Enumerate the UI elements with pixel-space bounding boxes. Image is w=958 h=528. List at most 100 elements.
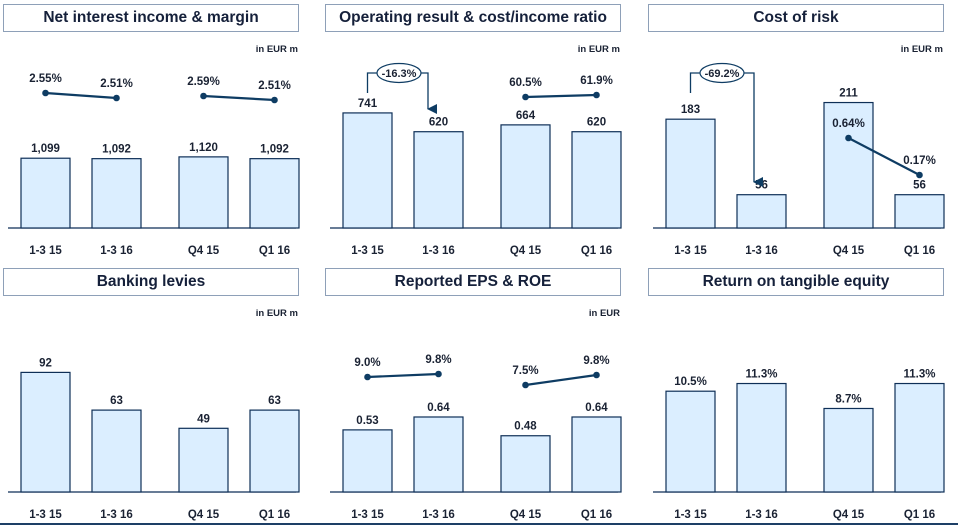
change-callout-label: -69.2% xyxy=(705,68,740,80)
category-label: Q4 15 xyxy=(510,509,542,521)
series-point-label: 2.51% xyxy=(258,80,291,92)
chart-title: Cost of risk xyxy=(648,4,944,32)
category-label: 1-3 15 xyxy=(351,509,384,521)
data-label: 1,099 xyxy=(31,143,60,155)
data-label: 0.48 xyxy=(514,421,537,433)
bar xyxy=(413,416,464,493)
data-label: 92 xyxy=(39,357,52,369)
chart-title: Operating result & cost/income ratio xyxy=(325,4,621,32)
data-label: 11.3% xyxy=(746,369,778,381)
series-point-label: 2.59% xyxy=(187,76,220,88)
category-label: 1-3 16 xyxy=(745,245,778,257)
series-line xyxy=(203,94,275,102)
series-point xyxy=(200,92,207,100)
chart-return-on-tangible-equity: 10.5% 1-3 15 11.3% 1-3 16 8.7% Q4 15 11.3% Q1 1… xyxy=(645,264,949,523)
chart-title: Banking levies xyxy=(3,268,299,296)
bar xyxy=(342,429,393,493)
unit-label: in EUR m xyxy=(900,44,943,55)
bar xyxy=(894,382,945,493)
series-point-label: 0.64% xyxy=(832,118,865,130)
series-point xyxy=(42,89,49,97)
data-label: 664 xyxy=(516,110,536,122)
category-label: Q4 15 xyxy=(833,509,865,521)
bar xyxy=(736,194,787,229)
chart-svg: 1,099 1-3 15 1,092 1-3 16 1,120 Q4 15 1,092 Q1 … xyxy=(8,73,300,257)
series-point-label: 2.51% xyxy=(100,78,133,90)
data-label: 0.64 xyxy=(427,402,450,414)
category-label: 1-3 15 xyxy=(351,245,384,257)
bar xyxy=(342,112,393,229)
bar xyxy=(823,407,874,493)
series-point xyxy=(271,96,278,104)
series-point xyxy=(593,371,600,379)
unit-label: in EUR xyxy=(588,308,620,319)
series-line xyxy=(847,137,921,176)
series-point xyxy=(435,370,442,378)
bar xyxy=(823,101,874,229)
change-arrow xyxy=(744,72,763,187)
series-line xyxy=(367,372,439,379)
bar xyxy=(571,416,622,493)
series-point xyxy=(593,91,600,99)
series-point-label: 9.8% xyxy=(583,355,609,367)
chart-svg: 10.5% 1-3 15 11.3% 1-3 16 8.7% Q4 15 11.3% Q1 1… xyxy=(653,369,945,521)
category-label: 1-3 16 xyxy=(422,509,455,521)
data-label: 11.3% xyxy=(904,369,936,381)
category-label: 1-3 15 xyxy=(29,245,62,257)
chart-svg: 92 1-3 15 63 1-3 16 49 Q4 15 63 Q1 16 xyxy=(8,357,300,521)
category-label: Q4 15 xyxy=(833,245,865,257)
category-label: 1-3 16 xyxy=(422,245,455,257)
data-label: 63 xyxy=(268,395,281,407)
chart-title: Return on tangible equity xyxy=(648,268,944,296)
category-label: Q1 16 xyxy=(259,509,290,521)
category-label: Q1 16 xyxy=(904,245,935,257)
data-label: 741 xyxy=(358,98,378,110)
series-line xyxy=(45,91,117,100)
chart-title: Net interest income & margin xyxy=(3,4,299,32)
category-label: Q1 16 xyxy=(581,245,612,257)
data-label: 183 xyxy=(681,104,700,116)
series-line xyxy=(525,373,597,387)
bar xyxy=(894,194,945,229)
series-point xyxy=(522,93,529,101)
series-point-label: 0.17% xyxy=(903,155,936,167)
category-label: 1-3 15 xyxy=(674,245,707,257)
category-label: Q1 16 xyxy=(259,245,290,257)
bar xyxy=(249,158,300,229)
change-arrow xyxy=(421,72,437,114)
category-label: Q1 16 xyxy=(904,509,935,521)
chart-svg: 741 1-3 15 620 1-3 16 664 Q4 15 620 Q1 16 60.5% 6… xyxy=(330,62,622,257)
data-label: 8.7% xyxy=(835,393,861,405)
chart-net-interest-income: 1,099 1-3 15 1,092 1-3 16 1,120 Q4 15 1,092 Q1 … xyxy=(0,0,304,259)
data-label: 56 xyxy=(913,180,926,192)
data-label: 1,120 xyxy=(189,142,218,154)
bar xyxy=(500,124,551,229)
data-label: 211 xyxy=(839,88,858,100)
bar xyxy=(20,157,71,229)
bar xyxy=(413,131,464,229)
series-point-label: 9.8% xyxy=(425,354,451,366)
data-label: 620 xyxy=(429,117,448,129)
data-label: 620 xyxy=(587,117,606,129)
data-label: 63 xyxy=(110,395,123,407)
series-point-label: 61.9% xyxy=(580,75,613,87)
bottom-rule xyxy=(0,523,958,525)
chart-svg: 183 1-3 15 56 1-3 16 211 Q4 15 56 Q1 16 0.64% 0.1… xyxy=(653,62,945,257)
data-label: 0.53 xyxy=(356,415,378,427)
change-bracket xyxy=(689,72,700,93)
series-point xyxy=(845,134,852,142)
bar xyxy=(20,371,71,493)
category-label: 1-3 16 xyxy=(745,509,778,521)
category-label: Q1 16 xyxy=(581,509,612,521)
change-callout xyxy=(699,62,745,84)
data-label: 1,092 xyxy=(102,144,131,156)
chart-banking-levies: 92 1-3 15 63 1-3 16 49 Q4 15 63 Q1 16 Banking l… xyxy=(0,264,304,523)
series-point-label: 60.5% xyxy=(509,77,542,89)
data-label: 10.5% xyxy=(674,376,707,388)
category-label: 1-3 16 xyxy=(100,245,133,257)
chart-title: Reported EPS & ROE xyxy=(325,268,621,296)
bar xyxy=(178,156,229,229)
change-callout-label: -16.3% xyxy=(382,68,417,80)
series-point xyxy=(364,373,371,381)
category-label: 1-3 15 xyxy=(29,509,62,521)
